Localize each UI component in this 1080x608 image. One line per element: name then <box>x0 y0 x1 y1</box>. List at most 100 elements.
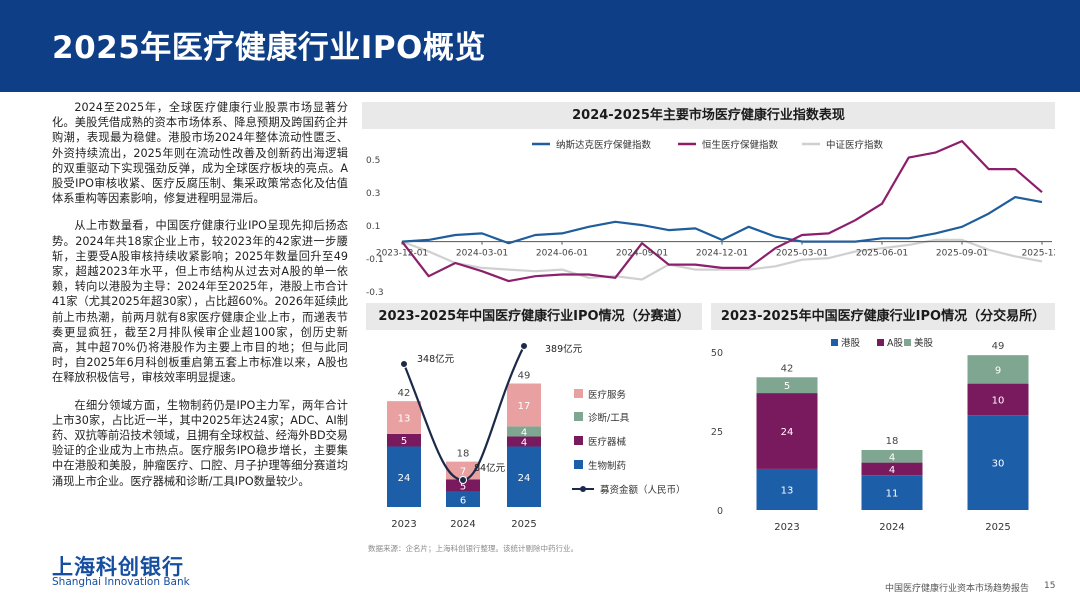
paragraph-segments: 在细分领域方面，生物制药仍是IPO主力军，两年合计上市30家，占比近一半，其中2… <box>52 398 348 488</box>
funding-label: 348亿元 <box>417 353 455 365</box>
legend-label: 诊断/工具 <box>588 412 630 424</box>
legend-label: 医疗服务 <box>588 389 627 401</box>
page-header: 2025年医疗健康行业IPO概览 <box>0 0 1080 92</box>
bar-segment <box>861 475 923 510</box>
bar-total-label: 42 <box>398 388 411 399</box>
paragraph-market: 2024至2025年，全球医疗健康行业股票市场显著分化。美股凭借成熟的资本市场体… <box>52 101 348 206</box>
legend-swatch <box>904 339 911 346</box>
y-tick-label: 0.1 <box>366 222 380 232</box>
legend-swatch <box>574 460 583 469</box>
bar-value-label: 17 <box>518 401 531 412</box>
bar-value-label: 5 <box>460 482 466 493</box>
funding-line <box>402 345 525 482</box>
bar-segment <box>967 355 1029 384</box>
bar-value-label: 13 <box>781 485 794 496</box>
x-tick-label: 2023-12-01 <box>376 249 428 259</box>
y-tick-label: -0.3 <box>366 288 384 298</box>
logo-cn: 上海科创银行 <box>52 555 184 579</box>
category-label: 2025 <box>985 522 1010 533</box>
x-tick-label: 2025-09-01 <box>936 249 988 259</box>
page-number: 15 <box>1044 581 1056 591</box>
bar-value-label: 4 <box>521 437 527 448</box>
bar-value-label: 4 <box>889 465 895 476</box>
bar-segment <box>967 415 1029 510</box>
y-tick-label: 0.5 <box>366 156 380 166</box>
legend-label-2: 中证医疗指数 <box>826 139 884 151</box>
bar-total-label: 42 <box>781 363 794 374</box>
bar-total-label: 49 <box>518 371 531 382</box>
legend-label: 港股 <box>841 337 861 349</box>
funding-point <box>459 476 467 484</box>
legend-label: 募资金额（人民币） <box>600 484 686 496</box>
series-line-2 <box>401 238 1043 281</box>
funding-point <box>520 342 528 350</box>
bar-segment <box>507 436 541 447</box>
body-text: 2024至2025年，全球医疗健康行业股票市场显著分化。美股凭借成熟的资本市场体… <box>52 100 348 501</box>
bar-value-label: 24 <box>398 473 411 484</box>
category-label: 2024 <box>450 519 475 530</box>
y-tick-label: 25 <box>711 427 723 438</box>
bar-value-label: 5 <box>401 436 407 447</box>
bar-segment <box>507 383 541 427</box>
category-label: 2023 <box>391 519 416 530</box>
bar-total-label: 18 <box>886 436 899 447</box>
legend-swatch <box>574 412 583 421</box>
legend-label-0: 纳斯达克医疗保健指数 <box>556 139 652 151</box>
bar-segment <box>967 383 1029 416</box>
y-tick-label: 0 <box>717 506 723 517</box>
bar-value-label: 13 <box>398 414 411 425</box>
x-tick-label: 2025-06-01 <box>856 249 908 259</box>
legend-swatch <box>574 436 583 445</box>
exchange-bar-chart: 港股 A股 美股 50 25 0 13 24 5 42 2023 11 4 4 18 2024 30 10 9 49 2… <box>711 337 1029 533</box>
bar-segment <box>446 479 480 492</box>
legend-label: 医疗器械 <box>588 436 627 448</box>
bar-value-label: 24 <box>518 473 531 484</box>
bar-segment <box>861 449 923 463</box>
bar-value-label: 4 <box>521 427 527 438</box>
segment-chart-title: 2023-2025年中国医疗健康行业IPO情况（分赛道） <box>366 303 702 330</box>
y-tick-label: 50 <box>711 348 723 359</box>
legend-label-1: 恒生医疗保健指数 <box>702 139 779 151</box>
index-chart-title: 2024-2025年主要市场医疗健康行业指数表现 <box>362 102 1055 129</box>
data-source-note: 数据来源：企名片；上海科创银行整理。该统计剔除中药行业。 <box>368 544 578 553</box>
bar-segment <box>387 401 421 434</box>
bar-segment <box>756 393 818 469</box>
x-tick-label: 2024-09-01 <box>616 249 668 259</box>
category-label: 2024 <box>879 522 904 533</box>
bar-value-label: 11 <box>886 489 899 500</box>
bar-value-label: 6 <box>460 495 466 506</box>
paragraph-ipo-count: 从上市数量看，中国医疗健康行业IPO呈现先抑后扬态势。2024年共18家企业上市… <box>52 219 348 385</box>
bar-segment <box>387 446 421 507</box>
x-tick-label: 2025-12- <box>1022 249 1055 259</box>
exchange-chart-title: 2023-2025年中国医疗健康行业IPO情况（分交易所） <box>711 303 1055 330</box>
bar-value-label: 9 <box>995 365 1001 376</box>
bar-segment <box>507 446 541 507</box>
footer-report-name: 中国医疗健康行业资本市场趋势报告 <box>885 584 1030 594</box>
y-tick-label: -0.1 <box>366 255 384 265</box>
bar-value-label: 7 <box>460 466 466 477</box>
legend-label: 美股 <box>914 337 934 349</box>
category-label: 2025 <box>511 519 536 530</box>
legend-label: A股 <box>887 338 903 349</box>
bar-value-label: 24 <box>781 427 794 438</box>
bar-value-label: 10 <box>992 395 1005 406</box>
funding-point <box>400 360 408 369</box>
bar-segment <box>387 433 421 447</box>
bar-segment <box>507 426 541 437</box>
funding-label: 389亿元 <box>545 343 583 355</box>
legend-swatch <box>877 339 884 346</box>
bar-segment <box>861 462 923 476</box>
bar-segment <box>446 491 480 507</box>
page-title: 2025年医疗健康行业IPO概览 <box>52 30 486 66</box>
bar-value-label: 30 <box>992 459 1005 470</box>
category-label: 2023 <box>774 522 799 533</box>
bar-value-label: 5 <box>784 381 790 392</box>
bar-value-label: 4 <box>889 452 895 463</box>
bar-total-label: 18 <box>457 449 470 460</box>
legend-swatch <box>831 339 838 346</box>
series-line-0 <box>401 195 1043 245</box>
x-tick-label: 2024-06-01 <box>536 249 588 259</box>
x-tick-label: 2025-03-01 <box>776 249 828 259</box>
y-tick-label: 0.3 <box>366 189 380 199</box>
x-tick-label: 2024-12-01 <box>696 249 748 259</box>
